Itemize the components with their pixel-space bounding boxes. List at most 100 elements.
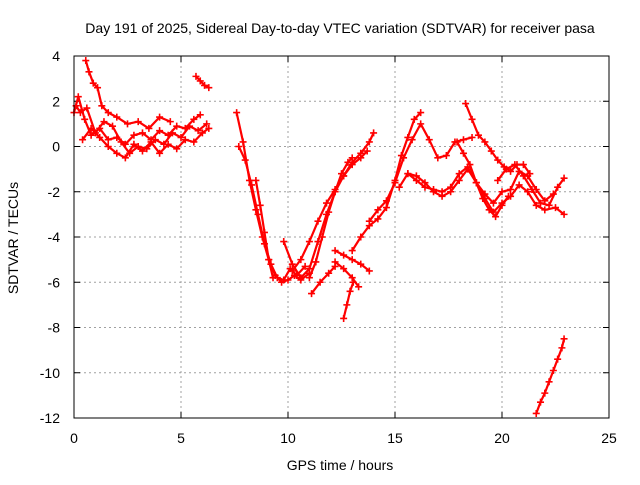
data-point-marker xyxy=(280,276,288,284)
data-point-marker xyxy=(280,238,288,246)
data-point-marker xyxy=(164,140,172,148)
y-tick-label: 4 xyxy=(52,48,60,64)
data-point-marker xyxy=(417,120,425,128)
data-point-marker xyxy=(190,138,198,146)
data-point-marker xyxy=(526,170,534,178)
data-point-marker xyxy=(502,165,510,173)
data-point-marker xyxy=(331,188,339,196)
data-point-marker xyxy=(528,185,536,193)
y-tick-label: -8 xyxy=(48,320,61,336)
data-point-marker xyxy=(104,143,112,150)
series-arc-16 xyxy=(348,109,425,255)
data-point-marker xyxy=(340,265,348,273)
series-trace xyxy=(291,149,369,272)
x-tick-label: 25 xyxy=(601,430,617,446)
data-point-marker xyxy=(363,147,371,155)
data-point-marker xyxy=(325,269,333,277)
data-point-marker xyxy=(453,138,461,146)
series-trace xyxy=(84,59,172,130)
data-point-marker xyxy=(248,181,256,189)
data-point-marker xyxy=(331,258,339,266)
data-point-marker xyxy=(365,217,373,225)
x-tick-label: 0 xyxy=(70,430,78,446)
data-point-marker xyxy=(459,136,467,144)
data-point-marker xyxy=(357,260,365,268)
x-tick-label: 20 xyxy=(494,430,510,446)
data-point-marker xyxy=(134,118,142,126)
data-point-marker xyxy=(186,122,194,130)
data-point-marker xyxy=(138,129,146,137)
data-point-marker xyxy=(417,109,425,117)
y-tick-label: 0 xyxy=(52,139,60,155)
series-trace xyxy=(310,265,337,295)
data-point-marker xyxy=(348,161,356,169)
series-trace xyxy=(81,127,210,159)
data-point-marker xyxy=(314,217,322,225)
data-point-marker xyxy=(412,176,420,184)
data-point-marker xyxy=(410,115,418,123)
x-tick-labels: 0 5 10 15 20 25 xyxy=(70,430,617,446)
data-point-marker xyxy=(346,287,354,295)
data-point-marker xyxy=(173,145,181,153)
data-point-marker xyxy=(408,136,416,144)
data-point-marker xyxy=(104,136,112,144)
data-point-marker xyxy=(254,210,262,218)
data-point-marker xyxy=(344,158,352,166)
data-point-marker xyxy=(549,366,557,374)
data-point-marker xyxy=(305,265,313,273)
data-point-marker xyxy=(297,274,305,282)
series-trace xyxy=(308,156,354,279)
series-trace xyxy=(194,75,210,89)
data-point-marker xyxy=(323,199,331,207)
data-point-marker xyxy=(156,149,164,157)
data-point-marker xyxy=(511,161,519,169)
data-point-marker xyxy=(370,129,378,137)
data-point-marker xyxy=(374,215,382,223)
data-point-marker xyxy=(400,154,408,162)
data-point-marker xyxy=(168,129,176,137)
data-point-marker xyxy=(190,115,198,123)
data-point-marker xyxy=(391,179,399,187)
plot-area xyxy=(70,57,568,417)
data-point-marker xyxy=(312,258,320,266)
y-tick-label: -6 xyxy=(48,274,61,290)
data-point-marker xyxy=(260,228,268,236)
chart-title: Day 191 of 2025, Sidereal Day-to-day VTE… xyxy=(85,20,595,36)
data-point-marker xyxy=(338,170,345,178)
data-point-marker xyxy=(462,100,470,108)
y-tick-label: -4 xyxy=(48,229,61,245)
data-point-marker xyxy=(524,188,532,196)
data-point-marker xyxy=(343,301,351,309)
series-arc-19 xyxy=(404,163,557,207)
data-point-marker xyxy=(173,122,181,130)
data-point-marker xyxy=(205,124,213,132)
data-point-marker xyxy=(297,256,305,264)
data-point-marker xyxy=(348,274,356,282)
data-point-marker xyxy=(301,262,309,270)
data-point-marker xyxy=(560,174,568,182)
series-trace xyxy=(342,281,355,320)
data-point-marker xyxy=(382,197,390,205)
data-point-marker xyxy=(455,170,463,178)
data-point-marker xyxy=(147,138,155,146)
series-trace xyxy=(235,111,311,284)
data-point-marker xyxy=(434,154,442,162)
data-point-marker xyxy=(85,68,93,76)
data-point-marker xyxy=(348,154,356,162)
data-point-marker xyxy=(156,127,164,135)
data-point-marker xyxy=(325,208,333,216)
plot-frame xyxy=(73,55,610,419)
series-arc-8 xyxy=(252,176,277,282)
data-point-marker xyxy=(239,138,247,146)
data-point-marker xyxy=(421,183,429,191)
data-point-marker xyxy=(507,185,515,193)
data-point-marker xyxy=(545,201,553,209)
data-point-marker xyxy=(425,136,433,144)
series-arc-3 xyxy=(79,124,213,162)
data-point-marker xyxy=(196,111,204,119)
data-point-marker xyxy=(498,188,506,196)
data-point-marker xyxy=(305,274,313,282)
data-point-marker xyxy=(479,195,487,203)
data-point-marker xyxy=(305,238,313,246)
